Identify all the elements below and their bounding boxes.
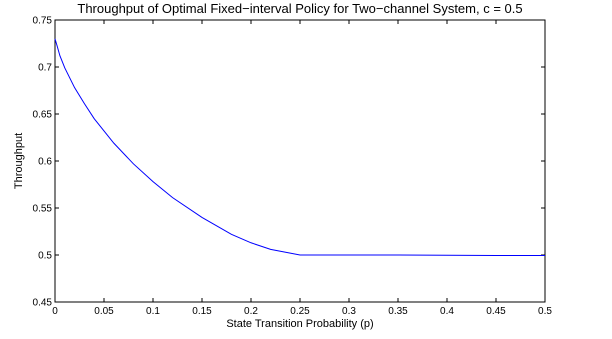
x-tick-label: 0.4 xyxy=(440,306,454,317)
plot-area xyxy=(54,19,546,303)
y-tick-label: 0.5 xyxy=(38,251,52,262)
y-axis: 0.45 0.5 0.55 0.6 0.65 0.7 0.75 xyxy=(33,16,545,309)
x-axis-label: State Transition Probability (p) xyxy=(226,318,373,330)
x-tick-label: 0.35 xyxy=(388,306,408,317)
y-tick-label: 0.6 xyxy=(38,157,52,168)
x-axis: 0 0.05 0.1 0.15 0.2 0.25 0.3 0.35 0.4 0.45 0.5 xyxy=(52,20,552,317)
x-tick-label: 0.45 xyxy=(486,306,506,317)
series-line xyxy=(54,38,545,256)
x-tick-label: 0.3 xyxy=(342,306,356,317)
x-tick-label: 0.05 xyxy=(94,306,114,317)
y-tick-label: 0.65 xyxy=(33,110,53,121)
y-tick-label: 0.75 xyxy=(33,16,53,27)
x-tick-label: 0.5 xyxy=(538,306,552,317)
x-tick-label: 0.25 xyxy=(290,306,310,317)
y-tick-label: 0.7 xyxy=(38,63,52,74)
x-tick-label: 0 xyxy=(52,306,58,317)
y-tick-label: 0.55 xyxy=(33,204,53,215)
x-tick-label: 0.15 xyxy=(192,306,212,317)
series-layer xyxy=(54,38,545,256)
x-tick-label: 0.1 xyxy=(146,306,160,317)
chart-title: Throughput of Optimal Fixed−interval Pol… xyxy=(77,1,522,16)
y-tick-label: 0.45 xyxy=(33,298,53,309)
x-tick-label: 0.2 xyxy=(244,306,258,317)
y-axis-label: Throughput xyxy=(13,133,25,189)
